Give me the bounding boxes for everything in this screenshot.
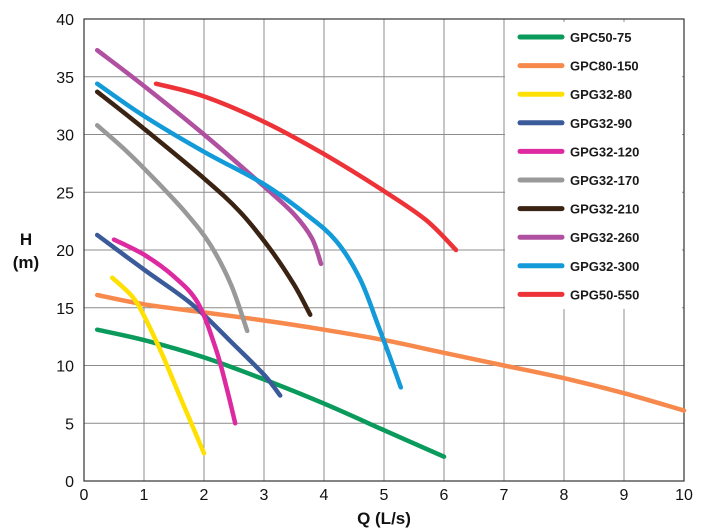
y-tick-label: 0 — [65, 474, 74, 491]
legend-label: GPG32-120 — [570, 144, 639, 159]
x-tick-label: 6 — [440, 487, 449, 504]
y-tick-label: 20 — [56, 243, 74, 260]
y-tick-label: 5 — [65, 416, 74, 433]
x-tick-label: 7 — [500, 487, 509, 504]
series-line-gpg32-300 — [94, 81, 404, 390]
y-tick-label: 30 — [56, 128, 74, 145]
series-line-gpg32-80 — [109, 275, 207, 456]
legend-background — [505, 22, 682, 309]
y-tick-label: 15 — [56, 301, 74, 318]
y-axis-unit: (m) — [13, 253, 39, 272]
x-tick-label: 5 — [380, 487, 389, 504]
series-line-gpg32-90 — [94, 232, 283, 398]
x-tick-label: 0 — [80, 487, 89, 504]
x-tick-label: 2 — [200, 487, 209, 504]
x-tick-label: 10 — [675, 487, 693, 504]
x-axis-title: Q (L/s) — [357, 509, 411, 528]
y-tick-label: 40 — [56, 12, 74, 29]
series-lines — [94, 47, 687, 459]
legend-label: GPG32-170 — [570, 173, 639, 188]
x-tick-label: 4 — [320, 487, 329, 504]
x-tick-label: 3 — [260, 487, 269, 504]
y-tick-label: 10 — [56, 359, 74, 376]
tick-labels: 0 1 2 3 4 5 6 7 8 9 10 0 5 10 15 20 25 30 35 40 — [56, 12, 693, 504]
legend: GPC50-75 GPC80-150 GPG32-80 GPG32-90 GPG32-1… — [505, 22, 682, 309]
series-line-gpg32-210 — [94, 89, 313, 317]
legend-label: GPG32-90 — [570, 116, 632, 131]
legend-label: GPC80-150 — [570, 59, 639, 74]
series-line-gpg32-120 — [111, 237, 238, 426]
y-axis-title: H — [20, 230, 32, 249]
y-tick-label: 25 — [56, 185, 74, 202]
plot-frame — [83, 18, 685, 482]
x-tick-label: 1 — [140, 487, 149, 504]
y-tick-label: 35 — [56, 70, 74, 87]
series-line-gpc50-75 — [94, 327, 447, 459]
legend-label: GPG50-550 — [570, 287, 639, 302]
legend-label: GPG32-210 — [570, 202, 639, 217]
x-tick-label: 8 — [560, 487, 569, 504]
legend-label: GPG32-260 — [570, 230, 639, 245]
x-tick-label: 9 — [620, 487, 629, 504]
legend-label: GPG32-300 — [570, 259, 639, 274]
legend-label: GPC50-75 — [570, 30, 631, 45]
legend-label: GPG32-80 — [570, 87, 632, 102]
series-line-gpg32-170 — [94, 123, 250, 334]
series-line-gpg50-550 — [153, 81, 459, 253]
